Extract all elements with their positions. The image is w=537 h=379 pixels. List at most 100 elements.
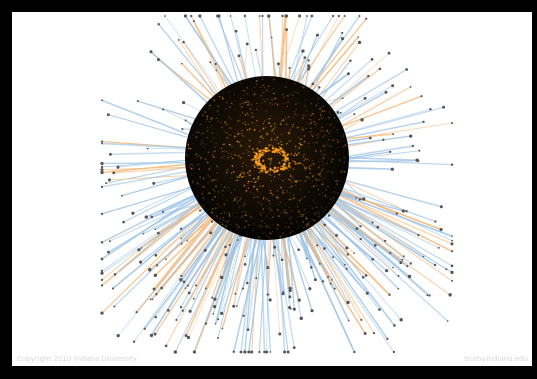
leaf-node [346,253,350,256]
core-node [315,178,318,181]
core-node [262,98,265,101]
ring-node [283,152,285,155]
core-node [282,119,285,122]
core-node [274,126,276,128]
network-edge [306,36,359,98]
leaf-node [392,133,395,136]
core-node [199,123,202,126]
core-node [284,149,285,151]
leaf-node [221,277,224,280]
core-node [312,142,314,144]
core-node [247,182,249,185]
leaf-node [292,307,296,311]
core-node [284,203,286,205]
core-node [292,160,294,162]
core-node [208,108,210,110]
network-edge [114,194,208,275]
ring-node [285,157,287,160]
core-node [260,203,263,206]
core-node [290,174,292,176]
ring-node [260,169,264,173]
core-node [242,90,245,92]
core-node [245,220,248,223]
core-node [209,126,211,128]
core-node [236,131,238,133]
core-node [322,116,325,118]
core-node [259,86,262,88]
leaf-node [269,351,272,353]
network-edge [178,39,221,105]
leaf-node [100,278,104,282]
leaf-node [209,61,212,64]
core-node [232,171,235,173]
core-node [215,185,217,188]
core-node [319,107,321,108]
core-node [319,212,321,214]
core-node [280,143,283,146]
core-node [271,99,273,101]
core-node [296,227,298,229]
core-node [187,156,189,158]
core-node [262,197,265,199]
core-node [254,86,256,88]
leaf-node [409,134,413,138]
leaf-node [180,274,183,278]
leaf-node [184,14,187,18]
core-node [328,132,330,134]
leaf-node [285,28,288,32]
core-node [269,189,272,192]
core-node [304,223,307,226]
core-node [228,215,230,217]
leaf-node [107,178,111,182]
core-node [235,216,237,218]
leaf-node [190,14,193,18]
leaf-node [284,14,289,18]
leaf-node [204,322,208,325]
core-node [336,132,338,134]
core-node [276,190,278,192]
core-node [211,107,213,109]
core-node [291,125,294,128]
core-node [335,183,338,186]
leaf-node [157,231,160,235]
core-node [211,132,213,134]
leaf-node [437,246,440,249]
core-node [230,177,232,179]
core-node [267,236,270,239]
core-node [289,179,291,182]
core-node [246,149,248,151]
core-node [311,134,313,136]
ring-node [276,149,279,152]
leaf-node [450,121,454,125]
core-node [241,134,244,136]
core-node [266,166,268,168]
core-node [250,180,253,183]
core-node [256,147,259,150]
core-node [292,197,295,200]
core-node [317,167,320,169]
core-node [309,167,311,170]
core-node [269,166,271,168]
core-node [206,136,208,139]
core-node [302,114,305,117]
leaf-node [101,99,103,102]
leaf-node [179,306,183,309]
ring-node [255,154,258,156]
core-node [225,123,228,126]
core-node [229,106,231,109]
leaf-node [255,277,258,280]
core-node [272,103,274,106]
network-edge [133,206,230,342]
core-node [290,175,292,177]
core-node [253,185,255,188]
core-node [294,162,297,165]
ring-node [267,149,270,152]
copyright-text: Copyright 2010 Indiana University [17,355,137,363]
core-node [311,218,314,221]
network-edge [101,182,207,215]
core-node [234,100,236,102]
ring-node [279,153,282,155]
leaf-node [148,268,152,272]
core-node [303,127,305,129]
core-node [271,231,273,233]
